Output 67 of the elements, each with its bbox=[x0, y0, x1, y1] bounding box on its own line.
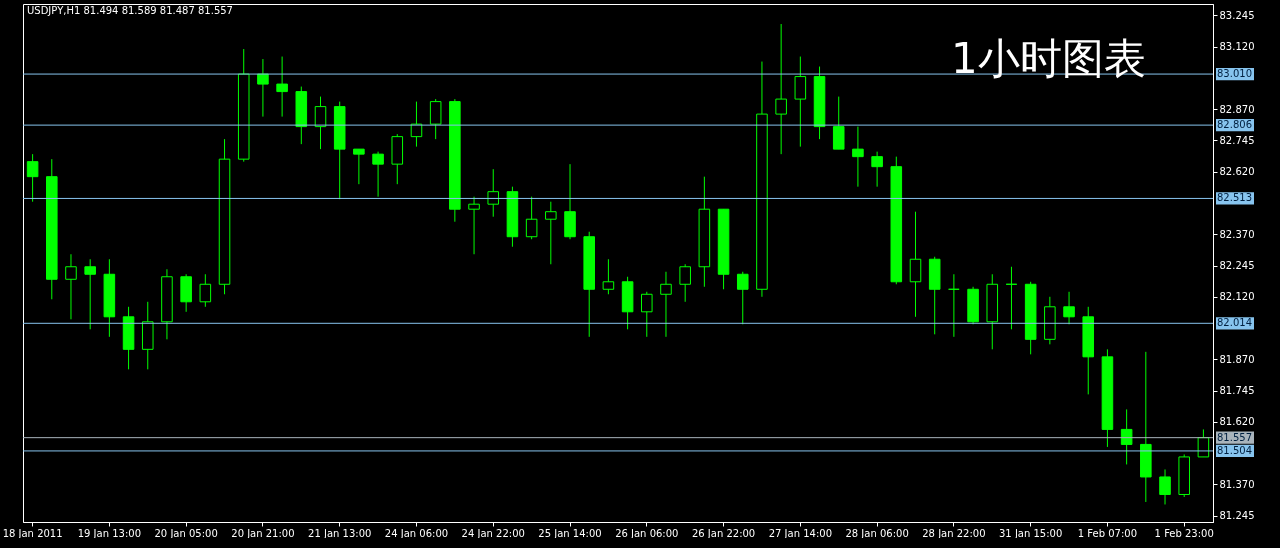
x-tick-label: 27 Jan 14:00 bbox=[768, 527, 832, 539]
y-tick-label: 81.870 bbox=[1219, 353, 1255, 365]
x-tick-label: 28 Jan 06:00 bbox=[845, 527, 909, 539]
x-tick-label: 26 Jan 06:00 bbox=[615, 527, 679, 539]
y-tick-label: 83.245 bbox=[1219, 9, 1255, 21]
x-tick-label: 20 Jan 05:00 bbox=[154, 527, 218, 539]
candlestick bbox=[1005, 266, 1018, 330]
candlestick bbox=[545, 201, 557, 265]
ref-line-label: 81.557 bbox=[1217, 431, 1252, 443]
candlestick bbox=[487, 168, 500, 218]
ref-line-label: 82.513 bbox=[1217, 192, 1252, 204]
candlestick bbox=[775, 23, 787, 155]
candlestick bbox=[641, 291, 653, 338]
candlestick bbox=[26, 153, 39, 203]
ref-line-label: 82.806 bbox=[1217, 119, 1252, 131]
candlestick bbox=[1120, 408, 1133, 465]
y-tick-label: 82.620 bbox=[1219, 166, 1255, 178]
chart-title: USDJPY,H1 81.494 81.589 81.487 81.557 bbox=[27, 5, 233, 16]
x-tick-label: 20 Jan 21:00 bbox=[231, 527, 295, 539]
y-tick-label: 81.370 bbox=[1219, 478, 1255, 490]
candlestick bbox=[679, 263, 691, 303]
candlestick bbox=[65, 253, 77, 320]
candlestick bbox=[372, 151, 384, 198]
candlestick bbox=[948, 273, 960, 338]
candlestick bbox=[1159, 468, 1171, 505]
x-tick-label: 1 Feb 23:00 bbox=[1154, 527, 1214, 539]
annotation: 1小时图表 bbox=[951, 34, 1146, 83]
candlestick bbox=[199, 273, 212, 308]
candlestick bbox=[276, 56, 288, 118]
candlestick bbox=[909, 211, 922, 318]
x-tick-label: 24 Jan 22:00 bbox=[461, 527, 525, 539]
ref-line-label: 82.014 bbox=[1217, 317, 1252, 329]
candlestick bbox=[429, 98, 442, 140]
candlestick bbox=[660, 271, 672, 338]
y-tick-label: 81.245 bbox=[1219, 510, 1255, 522]
candlestick bbox=[852, 126, 864, 188]
ref-line-label: 83.010 bbox=[1217, 68, 1252, 80]
x-tick-label: 19 Jan 13:00 bbox=[77, 527, 142, 539]
candlestick bbox=[871, 151, 883, 188]
y-tick-label: 82.245 bbox=[1219, 260, 1255, 271]
candlestick bbox=[257, 58, 269, 118]
candlestick bbox=[832, 96, 845, 150]
y-tick-label: 82.370 bbox=[1219, 228, 1255, 240]
y-tick-label: 82.120 bbox=[1219, 291, 1255, 303]
candlestick bbox=[794, 56, 807, 148]
candlestick bbox=[84, 258, 96, 330]
candlestick bbox=[1063, 291, 1075, 325]
x-tick-label: 26 Jan 22:00 bbox=[691, 527, 756, 539]
y-tick-label: 81.620 bbox=[1219, 416, 1255, 428]
y-tick-label: 81.745 bbox=[1219, 385, 1255, 397]
y-tick-label: 82.745 bbox=[1219, 134, 1255, 146]
ref-line-label: 81.504 bbox=[1217, 444, 1252, 456]
candlestick bbox=[1197, 428, 1210, 458]
candlestick bbox=[736, 271, 749, 325]
y-tick-label: 83.120 bbox=[1219, 41, 1255, 53]
y-tick-label: 82.870 bbox=[1219, 103, 1255, 115]
x-tick-label: 24 Jan 06:00 bbox=[384, 527, 449, 539]
candlestick bbox=[353, 148, 365, 185]
x-tick-label: 25 Jan 14:00 bbox=[538, 527, 602, 539]
candlestick bbox=[602, 258, 615, 295]
candlestick bbox=[525, 196, 538, 240]
x-tick-label: 28 Jan 22:00 bbox=[922, 527, 986, 539]
x-tick-label: 18 Jan 2011 bbox=[2, 527, 63, 539]
candlestick bbox=[468, 196, 480, 255]
x-tick-label: 31 Jan 15:00 bbox=[999, 527, 1063, 539]
x-tick-label: 21 Jan 13:00 bbox=[308, 527, 372, 539]
x-tick-label: 1 Feb 07:00 bbox=[1077, 527, 1138, 539]
